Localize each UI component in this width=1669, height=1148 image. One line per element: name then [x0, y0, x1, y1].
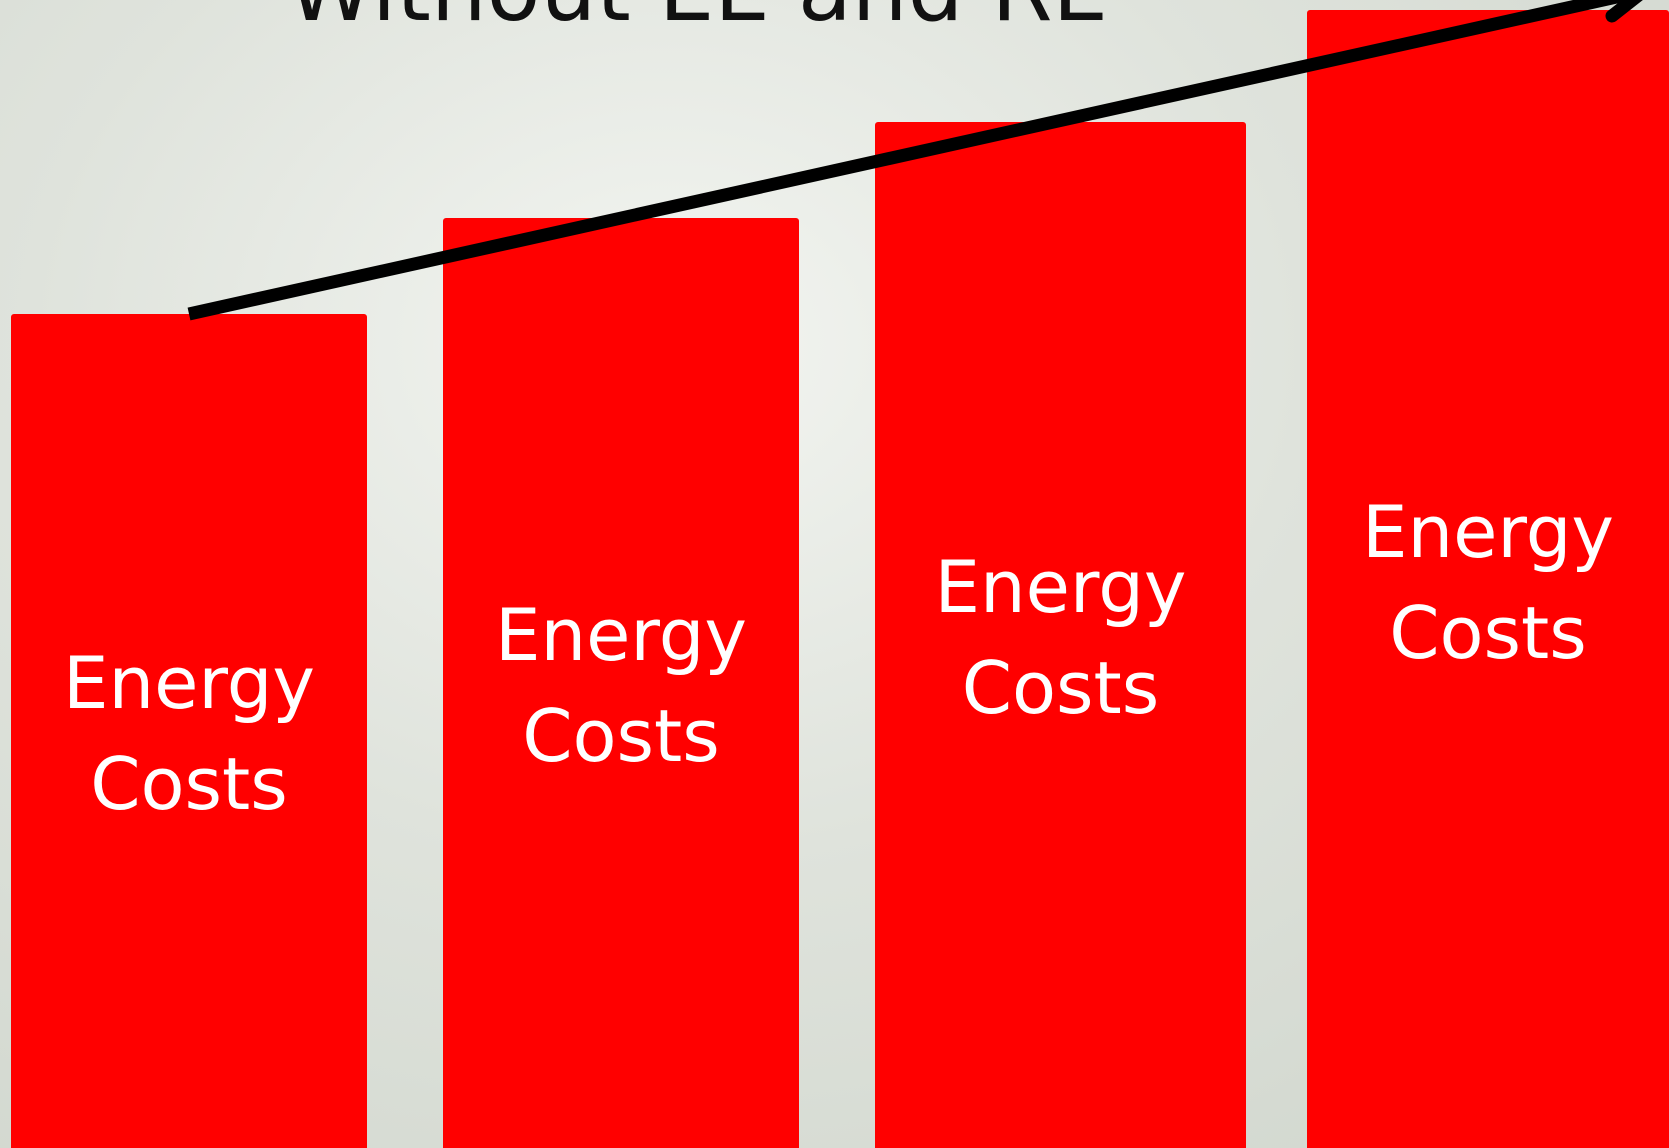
bar-label: Energy Costs — [62, 641, 316, 826]
bar — [443, 218, 799, 1148]
bar — [1307, 10, 1669, 1148]
title: Without EE and RE — [0, 0, 1395, 41]
bar-label: Energy Costs — [934, 545, 1187, 730]
trend-line — [187, 0, 1632, 321]
bar-label: Energy Costs — [494, 593, 748, 778]
arrow-head — [1605, 0, 1643, 23]
bar — [11, 314, 367, 1148]
bar-label: Energy Costs — [1361, 490, 1615, 675]
bar — [875, 122, 1246, 1148]
